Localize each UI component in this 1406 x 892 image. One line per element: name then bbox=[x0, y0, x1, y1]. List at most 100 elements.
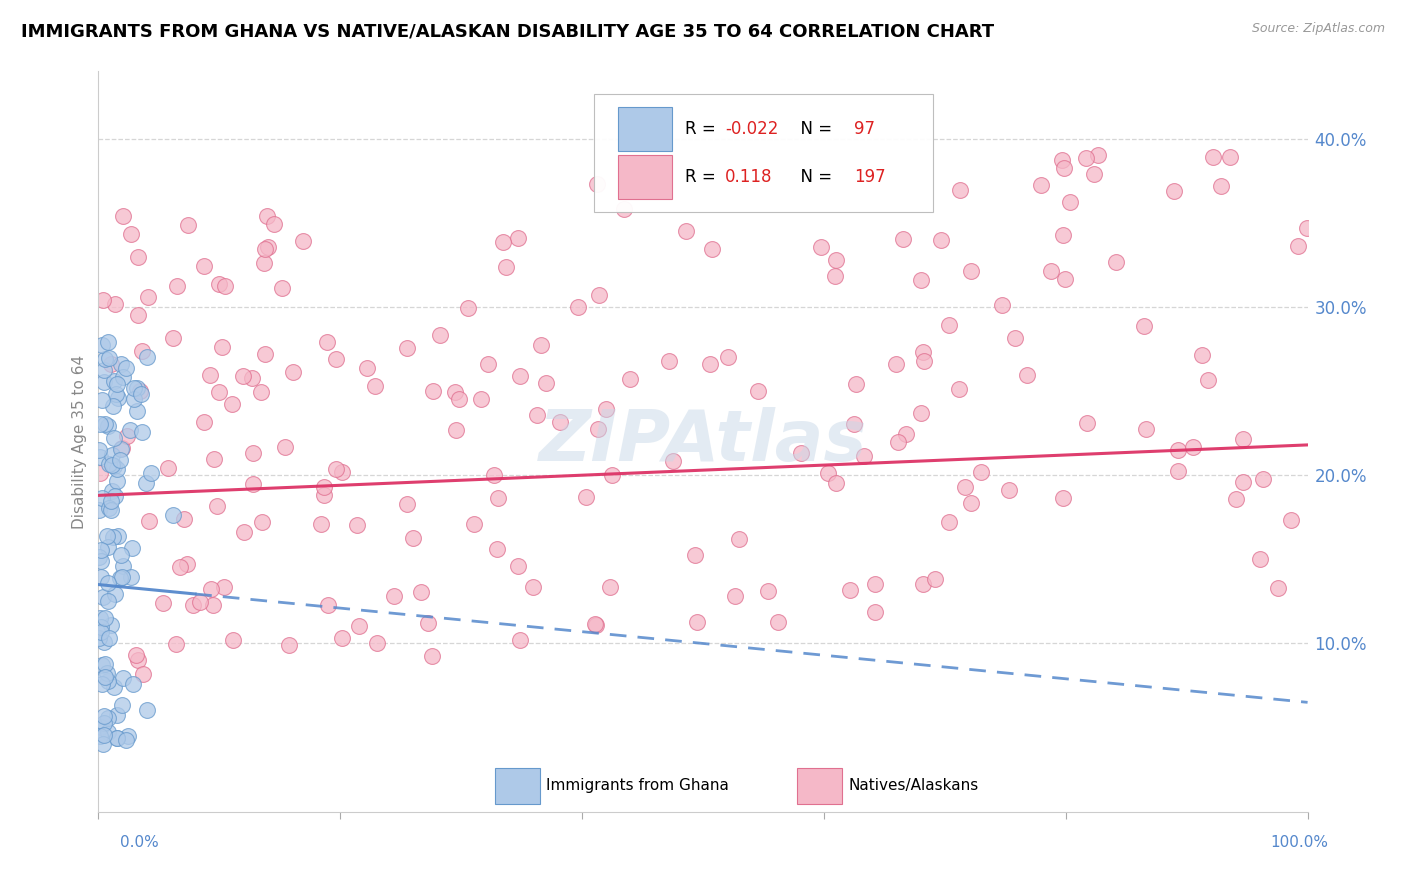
Point bbox=[98, 501, 121, 516]
Point bbox=[948, 382, 970, 396]
Point bbox=[314, 488, 336, 502]
Point bbox=[470, 392, 492, 406]
Point bbox=[700, 242, 723, 256]
Point bbox=[97, 540, 120, 554]
Point bbox=[548, 415, 571, 429]
Point bbox=[1040, 264, 1063, 278]
Point bbox=[575, 490, 598, 504]
Point bbox=[117, 729, 139, 743]
Text: -0.022: -0.022 bbox=[724, 120, 778, 137]
Point bbox=[188, 595, 211, 609]
Point bbox=[94, 670, 117, 684]
Point bbox=[131, 343, 153, 358]
Point bbox=[177, 219, 200, 233]
Point bbox=[411, 584, 433, 599]
Point bbox=[758, 583, 780, 598]
Point bbox=[1052, 153, 1074, 167]
Point bbox=[214, 581, 236, 595]
Point bbox=[111, 698, 134, 712]
Point bbox=[824, 269, 846, 284]
Point bbox=[110, 548, 132, 562]
Point bbox=[363, 378, 385, 392]
Point bbox=[910, 406, 932, 420]
Point bbox=[316, 598, 339, 612]
Point bbox=[1267, 581, 1289, 595]
Point bbox=[1232, 475, 1254, 490]
Point bbox=[122, 677, 145, 691]
Point bbox=[111, 442, 134, 456]
Point bbox=[366, 635, 388, 649]
Point bbox=[208, 384, 231, 399]
Point bbox=[766, 615, 789, 630]
Point bbox=[162, 508, 184, 523]
Point bbox=[91, 491, 114, 505]
Point bbox=[193, 416, 215, 430]
Text: Natives/Alaskans: Natives/Alaskans bbox=[848, 779, 979, 793]
Point bbox=[724, 589, 747, 603]
Point bbox=[254, 347, 277, 361]
Point bbox=[1053, 161, 1076, 176]
Point bbox=[94, 657, 117, 672]
Point bbox=[105, 731, 128, 746]
Point bbox=[91, 737, 114, 751]
Point bbox=[1295, 221, 1317, 235]
Point bbox=[530, 338, 553, 352]
Point bbox=[508, 230, 530, 244]
Point bbox=[1286, 239, 1309, 253]
Point bbox=[200, 582, 222, 596]
Point bbox=[316, 334, 339, 349]
Point bbox=[1135, 422, 1157, 436]
Point bbox=[221, 396, 243, 410]
Point bbox=[97, 418, 120, 433]
Point bbox=[97, 594, 120, 608]
Point bbox=[232, 369, 254, 384]
Point bbox=[884, 357, 907, 371]
Point bbox=[104, 297, 127, 311]
Point bbox=[97, 335, 120, 350]
Point bbox=[108, 571, 131, 585]
Point bbox=[105, 387, 128, 401]
Point bbox=[89, 417, 111, 431]
Point bbox=[747, 384, 769, 398]
Point bbox=[201, 599, 224, 613]
Point bbox=[103, 374, 125, 388]
Point bbox=[924, 572, 946, 586]
Point bbox=[567, 300, 589, 314]
Point bbox=[1133, 318, 1156, 333]
Point bbox=[938, 515, 960, 529]
Point bbox=[716, 350, 738, 364]
Point bbox=[418, 615, 440, 630]
Point bbox=[103, 431, 125, 445]
Point bbox=[103, 530, 125, 544]
Point bbox=[91, 338, 114, 352]
Point bbox=[93, 375, 115, 389]
Point bbox=[91, 677, 114, 691]
Text: ZIPAtlas: ZIPAtlas bbox=[538, 407, 868, 476]
Point bbox=[91, 293, 114, 308]
Point bbox=[1251, 472, 1274, 486]
Text: 97: 97 bbox=[855, 120, 875, 137]
Point bbox=[107, 529, 129, 543]
Point bbox=[214, 279, 236, 293]
Point bbox=[1083, 167, 1105, 181]
Point bbox=[108, 452, 131, 467]
Point bbox=[1191, 348, 1213, 362]
Point bbox=[131, 425, 153, 439]
Point bbox=[1167, 464, 1189, 478]
Point bbox=[169, 559, 191, 574]
Point bbox=[1004, 331, 1026, 345]
Point bbox=[486, 491, 509, 505]
Point bbox=[1209, 179, 1232, 194]
Point bbox=[98, 351, 121, 366]
Text: N =: N = bbox=[790, 120, 838, 137]
Point bbox=[97, 575, 120, 590]
Point bbox=[382, 589, 405, 603]
FancyBboxPatch shape bbox=[797, 768, 842, 804]
Point bbox=[111, 209, 134, 223]
Text: IMMIGRANTS FROM GHANA VS NATIVE/ALASKAN DISABILITY AGE 35 TO 64 CORRELATION CHAR: IMMIGRANTS FROM GHANA VS NATIVE/ALASKAN … bbox=[21, 22, 994, 40]
Point bbox=[1225, 491, 1247, 506]
Point bbox=[509, 369, 531, 384]
Text: 0.118: 0.118 bbox=[724, 168, 772, 186]
FancyBboxPatch shape bbox=[595, 94, 932, 212]
Point bbox=[422, 384, 444, 398]
